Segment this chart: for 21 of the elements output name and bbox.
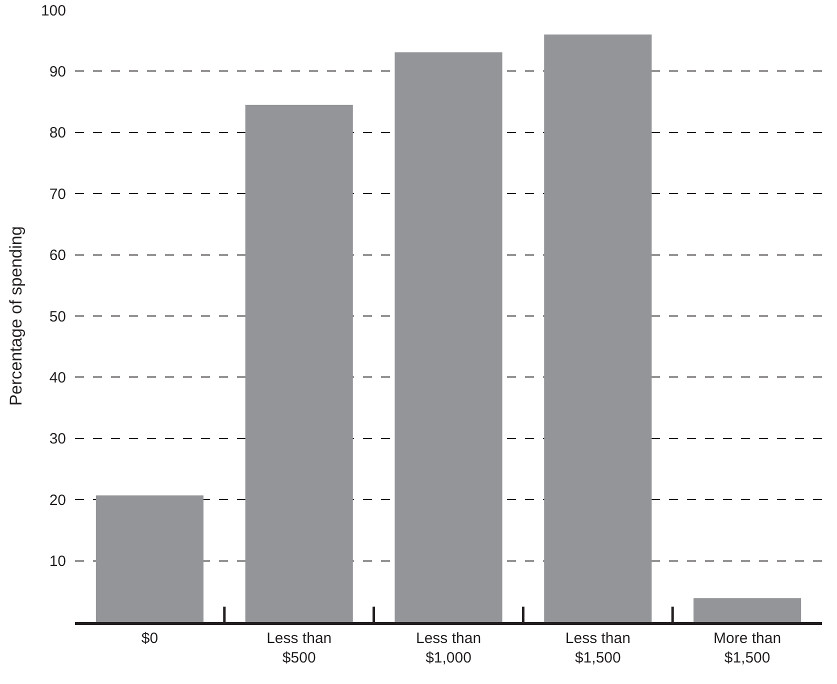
- y-tick-label: 70: [49, 186, 66, 203]
- y-tick-label: 100: [40, 2, 66, 20]
- y-tick-label: 90: [49, 63, 66, 80]
- y-tick-label: 40: [49, 369, 66, 386]
- x-tick-label: Less than $500: [266, 630, 332, 666]
- x-tick-label: More than $1,500: [714, 630, 782, 666]
- y-tick-label: 50: [49, 308, 66, 326]
- y-tick-label: 60: [49, 247, 66, 264]
- y-tick-label: 20: [49, 492, 66, 509]
- bar: [96, 495, 204, 622]
- y-axis-title: Percentage of spending: [6, 226, 26, 406]
- y-tick-label: 80: [49, 124, 66, 142]
- x-tick-label: Less than $1,000: [416, 630, 482, 666]
- bar: [544, 34, 652, 622]
- bar: [694, 598, 802, 622]
- bar: [394, 52, 502, 622]
- y-tick-label: 10: [49, 553, 66, 570]
- x-tick-label: $0: [141, 630, 158, 647]
- y-tick-label: 30: [49, 430, 66, 448]
- bar: [245, 104, 353, 622]
- x-tick-label: Less than $1,500: [565, 630, 630, 666]
